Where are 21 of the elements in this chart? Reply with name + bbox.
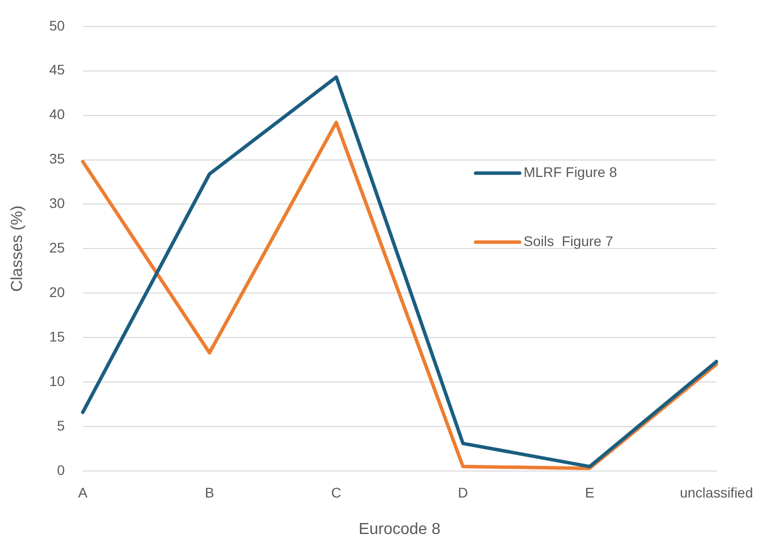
y-tick-label: 35 bbox=[49, 150, 65, 167]
legend-label: Soils Figure 7 bbox=[524, 232, 614, 249]
x-tick-label: A bbox=[78, 484, 88, 500]
legend-label: MLRF Figure 8 bbox=[524, 164, 618, 180]
y-tick-label: 15 bbox=[49, 328, 65, 344]
y-tick-label: 20 bbox=[49, 284, 65, 300]
y-tick-label: 0 bbox=[56, 462, 65, 478]
x-tick-label: E bbox=[585, 484, 594, 500]
x-axis-title: Eurocode 8 bbox=[358, 520, 441, 538]
y-tick-label: 50 bbox=[49, 17, 65, 34]
y-tick-label: 40 bbox=[49, 106, 65, 122]
y-tick-label: 5 bbox=[56, 417, 65, 434]
x-tick-label: D bbox=[458, 484, 468, 500]
y-tick-label: 10 bbox=[49, 372, 65, 389]
x-tick-label: C bbox=[331, 484, 342, 500]
y-axis-title: Classes (%) bbox=[9, 206, 26, 292]
y-tick-label: 25 bbox=[49, 240, 65, 256]
y-tick-label: 30 bbox=[49, 195, 65, 212]
x-tick-label: unclassified bbox=[680, 484, 753, 500]
y-tick-label: 45 bbox=[49, 62, 65, 78]
x-tick-label: B bbox=[204, 484, 214, 500]
